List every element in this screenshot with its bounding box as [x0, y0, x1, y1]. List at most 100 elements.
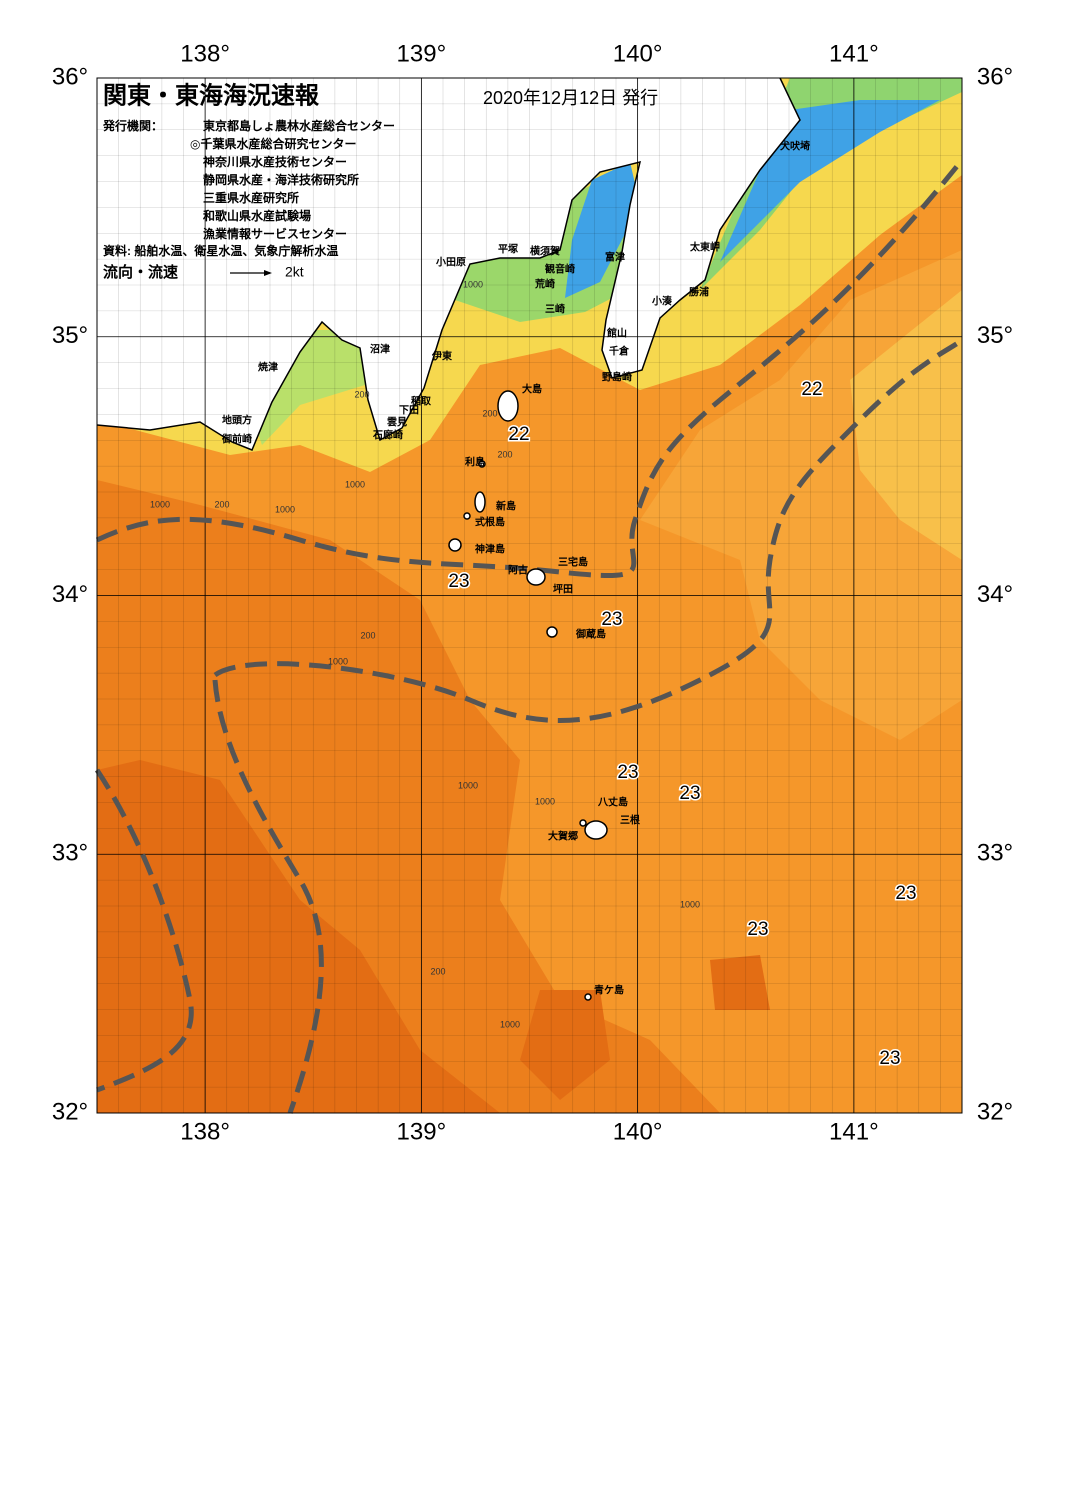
lon-tick-label: 139° [397, 40, 447, 67]
place-name: 神津島 [475, 543, 505, 556]
depth-label: 1000 [535, 796, 555, 806]
place-name: 太東岬 [689, 241, 720, 254]
place-name: 利島 [465, 456, 485, 469]
depth-label: 200 [360, 630, 375, 640]
depth-label: 200 [214, 499, 229, 509]
depth-label: 1000 [275, 504, 295, 514]
place-name: 富津 [605, 251, 625, 264]
place-name: 地頭方 [222, 414, 252, 427]
place-name: 野島崎 [602, 371, 632, 384]
place-name: 雲見 [387, 417, 407, 429]
depth-label: 1000 [150, 499, 170, 509]
place-name: 沼津 [370, 343, 390, 356]
island [546, 626, 558, 638]
place-name: 三宅島 [558, 556, 588, 569]
island [584, 820, 608, 840]
place-name: 館山 [606, 327, 627, 340]
issuer: 漁業情報サービスセンター [203, 226, 347, 241]
island [448, 538, 462, 552]
front-line [213, 338, 964, 723]
lon-tick-label: 139° [397, 1118, 447, 1145]
place-name: 焼津 [258, 361, 278, 374]
temperature-label: 23 [747, 919, 768, 940]
map-frame [96, 77, 963, 1114]
land [97, 78, 800, 450]
cool-area [850, 290, 962, 560]
place-name: 千倉 [609, 345, 630, 358]
islands [448, 390, 608, 1001]
place-name: 横須賀 [530, 245, 560, 258]
island [463, 512, 471, 520]
depth-label: 200 [430, 966, 445, 976]
place-name: 犬吠埼 [780, 140, 810, 153]
issuer: ◎千葉県水産総合研究センター [190, 136, 356, 151]
lat-tick-label: 32° [52, 1098, 88, 1125]
depth-label: 1000 [345, 479, 365, 489]
issuer: 東京都島しょ農林水産総合センター [203, 118, 395, 133]
depth-label: 200 [497, 449, 512, 459]
place-name: 下田 [399, 405, 419, 417]
lat-tick-label: 35° [977, 322, 1013, 349]
lon-tick-label: 141° [829, 1118, 879, 1145]
depth-label: 1000 [458, 780, 478, 790]
place-name: 小湊 [651, 295, 673, 308]
place-name: 青ケ島 [594, 984, 624, 997]
place-name: 三根 [620, 814, 640, 827]
lon-tick-label: 141° [829, 40, 879, 67]
place-name: 式根島 [475, 516, 505, 529]
issue-date: 2020年12月12日 発行 [483, 88, 658, 108]
depth-label: 1000 [328, 656, 348, 666]
place-name: 小田原 [435, 256, 466, 269]
place-name: 新島 [496, 500, 516, 513]
issuer: 三重県水産研究所 [203, 190, 299, 205]
place-name: 阿古 [508, 564, 528, 577]
place-name: 大島 [522, 383, 542, 396]
temperature-label: 23 [601, 609, 622, 630]
lat-tick-label: 33° [52, 840, 88, 867]
lat-tick-label: 36° [52, 63, 88, 90]
lat-tick-label: 34° [977, 581, 1013, 608]
depth-label: 1000 [680, 899, 700, 909]
place-name: 御蔵島 [575, 628, 606, 641]
front-line [94, 768, 194, 1093]
warm-core [520, 990, 610, 1100]
lon-tick-label: 140° [613, 40, 663, 67]
place-name: 稲取 [411, 395, 432, 408]
place-name: 八丈島 [597, 796, 628, 809]
place-name: 勝浦 [689, 286, 709, 299]
depth-label: 200 [482, 408, 497, 418]
place-name: 荒崎 [534, 278, 555, 291]
island [474, 491, 486, 513]
temperature-label: 23 [879, 1048, 900, 1069]
place-name: 坪田 [553, 583, 573, 596]
place-name: 御前崎 [221, 433, 252, 446]
island [497, 390, 519, 422]
temperature-label: 23 [617, 762, 638, 783]
depth-label: 200 [354, 389, 369, 399]
temperature-label: 23 [895, 883, 916, 904]
place-name: 平塚 [498, 243, 518, 256]
depth-label: 1000 [500, 1019, 520, 1029]
issuer: 静岡県水産・海洋技術研究所 [203, 172, 359, 187]
issuer: 和歌山県水産試験場 [202, 208, 311, 223]
temperature-label: 22 [801, 379, 822, 400]
lon-tick-label: 138° [180, 40, 230, 67]
lon-tick-label: 138° [180, 1118, 230, 1145]
coastline [96, 77, 801, 451]
temperature-label: 23 [679, 783, 700, 804]
island [584, 993, 592, 1001]
temperature-label: 22 [508, 424, 529, 445]
lat-tick-label: 34° [52, 581, 88, 608]
temperature-label: 23 [448, 571, 469, 592]
deep-bay [565, 162, 640, 298]
fronts [94, 158, 964, 1114]
place-name: 伊東 [431, 350, 452, 363]
lat-tick-label: 35° [52, 322, 88, 349]
place-name: 大賀郷 [548, 830, 578, 843]
place-name: 石廊崎 [372, 429, 403, 442]
front-line [212, 679, 324, 1114]
island [526, 568, 546, 586]
flow-scale-arrowhead [264, 270, 272, 276]
title: 関東・東海海況速報 [103, 81, 320, 109]
